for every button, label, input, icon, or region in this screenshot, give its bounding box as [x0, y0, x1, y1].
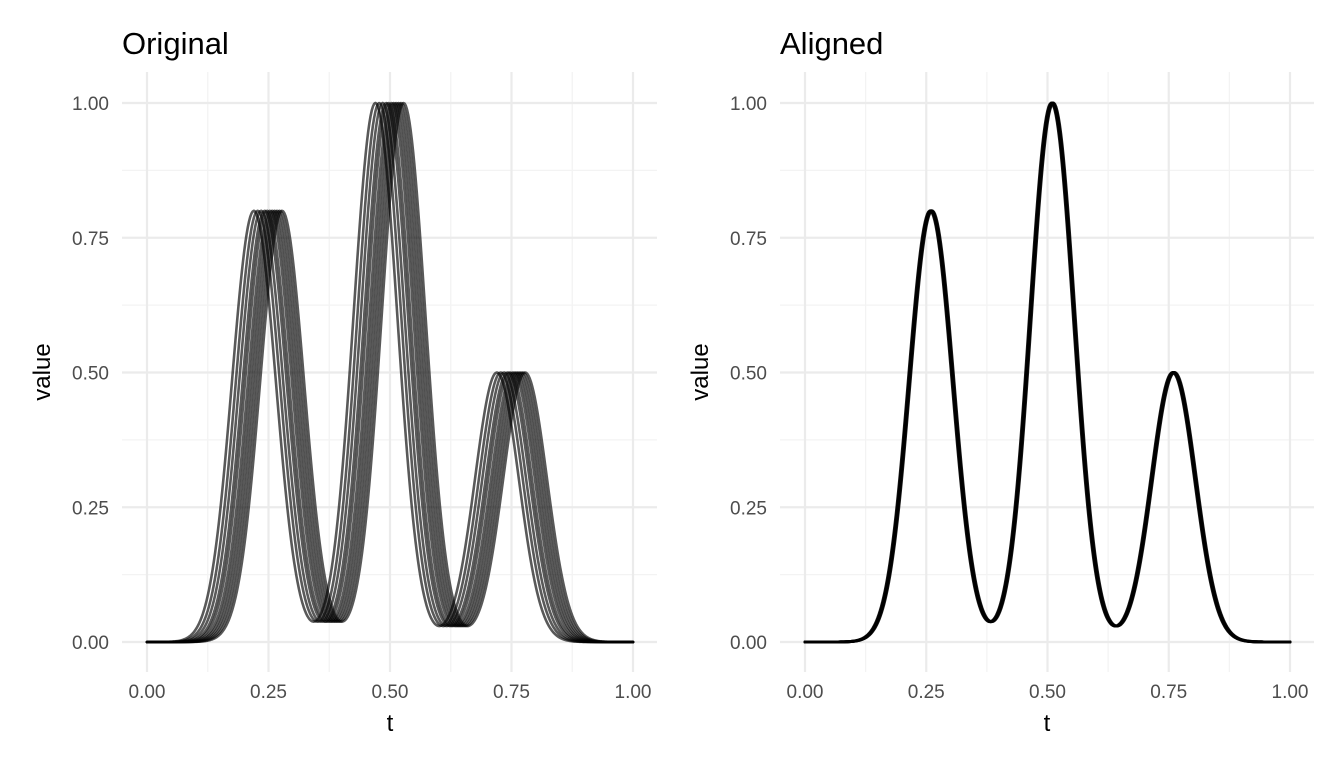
x-tick-label: 0.00 [787, 682, 824, 703]
x-tick-label: 1.00 [615, 682, 652, 703]
x-tick-label: 0.75 [493, 682, 530, 703]
y-tick-label: 0.50 [72, 364, 109, 385]
y-tick-label: 0.50 [730, 364, 767, 385]
y-tick-label: 0.75 [730, 229, 767, 250]
panel-title-original: Original [122, 26, 229, 61]
series-line [145, 101, 635, 644]
grid-aligned [780, 72, 1314, 672]
series-line [145, 101, 635, 644]
x-tick-label: 0.50 [372, 682, 409, 703]
series-line [145, 101, 635, 644]
panel-original: Original 0.000.250.500.751.00 0.00 0.25 0.… [29, 26, 657, 737]
y-tick-labels-aligned: 0.00 0.25 0.50 0.75 1.00 [730, 94, 767, 654]
y-tick-label: 0.75 [72, 229, 109, 250]
series-line [145, 101, 635, 644]
x-tick-label: 0.00 [129, 682, 166, 703]
panel-title-aligned: Aligned [780, 26, 883, 61]
series-line [145, 101, 635, 644]
y-tick-label: 0.00 [730, 633, 767, 654]
panel-aligned: Aligned 0.00 0.25 0.50 0.75 1.00 0.00 0.25 0.5… [687, 26, 1314, 737]
y-axis-title-original: value [29, 343, 56, 400]
y-tick-labels-original: 0.00 0.25 0.50 0.75 1.00 [72, 94, 109, 654]
x-axis-title-aligned: t [1044, 710, 1051, 737]
x-tick-label: 0.50 [1029, 682, 1066, 703]
x-tick-label: 0.25 [908, 682, 945, 703]
y-tick-label: 0.25 [72, 498, 109, 519]
curves-original [145, 101, 635, 644]
curves-aligned [803, 101, 1292, 644]
series-line [145, 101, 635, 644]
x-tick-label: 1.00 [1272, 682, 1309, 703]
x-tick-labels-aligned: 0.00 0.25 0.50 0.75 1.00 [787, 682, 1309, 703]
x-tick-label: 0.25 [250, 682, 287, 703]
x-tick-labels-original: 0.00 0.25 0.50 0.75 1.00 [129, 682, 652, 703]
y-tick-label: 0.00 [72, 633, 109, 654]
series-line [803, 101, 1292, 644]
y-axis-title-aligned: value [687, 343, 714, 400]
y-tick-label: 1.00 [730, 94, 767, 115]
x-axis-title-original: t [387, 710, 394, 737]
y-tick-label: 1.00 [72, 94, 109, 115]
y-tick-label: 0.25 [730, 498, 767, 519]
x-tick-label: 0.75 [1150, 682, 1187, 703]
